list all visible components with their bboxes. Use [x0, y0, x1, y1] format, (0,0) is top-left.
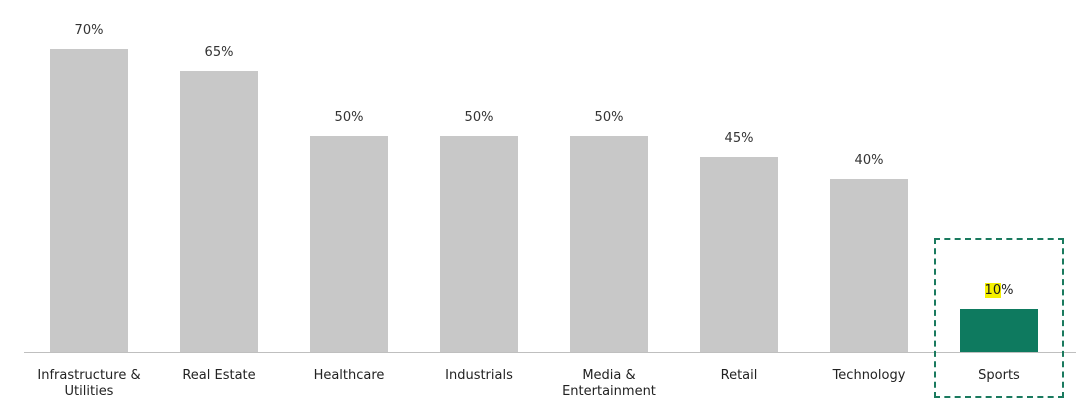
value-label: 40% — [854, 152, 884, 168]
bar — [180, 70, 258, 352]
bar — [830, 178, 908, 352]
x-tick-label: Healthcare — [313, 368, 385, 383]
bar — [700, 157, 778, 352]
bar — [960, 308, 1038, 352]
bar — [440, 135, 518, 352]
x-tick-label: Retail — [720, 368, 758, 383]
value-label: 70% — [74, 23, 104, 38]
value-label: 45% — [724, 131, 754, 147]
x-tick-label: Industrials — [445, 368, 513, 383]
x-tick-label: Media & Entertainment — [562, 368, 656, 399]
bar — [310, 135, 388, 352]
highlight-box — [934, 238, 1064, 398]
x-tick-label: Sports — [978, 368, 1020, 383]
x-tick-label: Real Estate — [182, 368, 256, 383]
value-label: 65% — [204, 44, 234, 60]
x-tick-label: Technology — [832, 368, 906, 383]
bar — [50, 49, 128, 352]
value-label: 10% — [984, 282, 1014, 298]
x-axis-line — [24, 352, 1076, 353]
value-label: 50% — [334, 109, 364, 125]
bar — [570, 135, 648, 352]
value-label: 50% — [594, 109, 624, 125]
x-tick-label: Infrastructure & Utilities — [37, 368, 141, 399]
value-label: 50% — [464, 109, 494, 125]
